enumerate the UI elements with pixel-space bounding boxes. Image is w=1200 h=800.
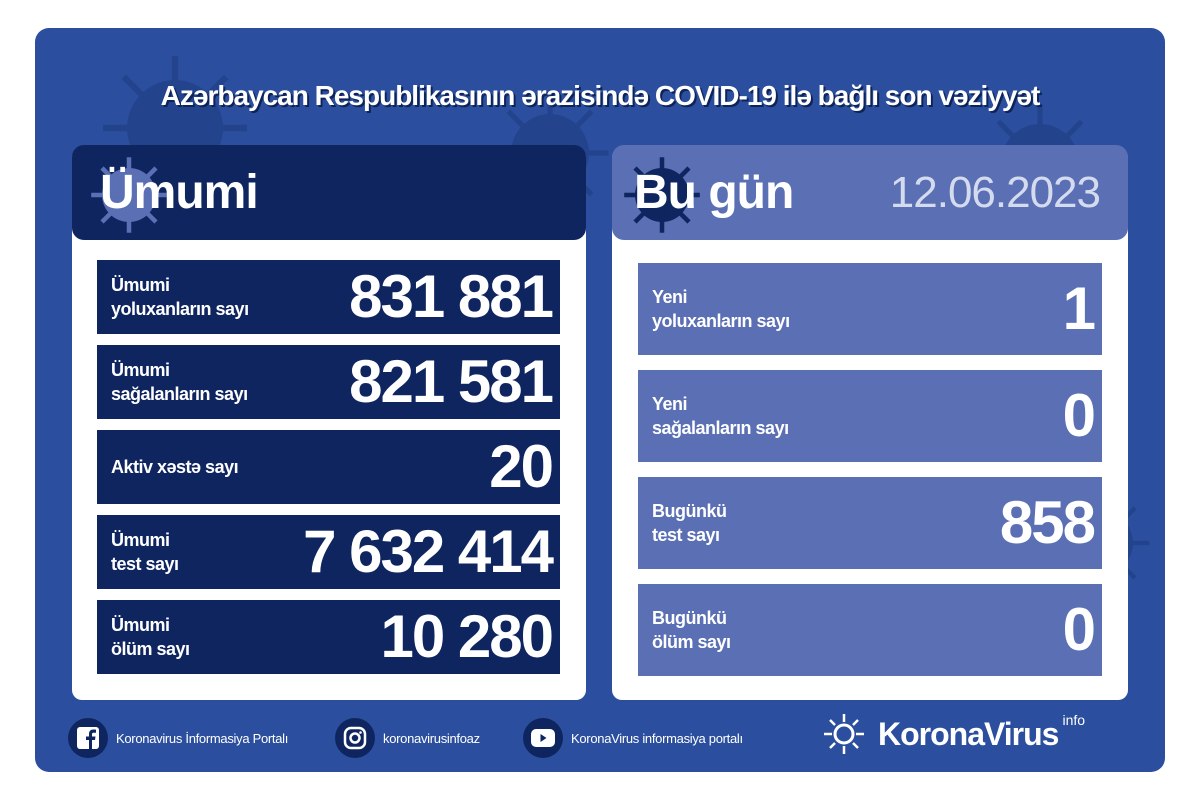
today-heading: Bu gün <box>634 166 794 219</box>
stat-value: 0 <box>1062 382 1096 449</box>
today-panel-header: Bu gün 12.06.2023 <box>612 145 1128 240</box>
instagram-label: koronavirusinfoaz <box>383 730 480 746</box>
stat-value: 20 <box>489 433 554 500</box>
stat-value: 821 581 <box>349 348 554 415</box>
logo-text: KoronaVirus <box>878 715 1059 752</box>
left-stat-row: Aktiv xəstə sayı 20 <box>97 430 560 504</box>
stat-label: Bugünkü ölüm sayı <box>652 608 731 652</box>
right-stat-row: Bugünkü ölüm sayı 0 <box>638 584 1102 676</box>
virus-icon <box>624 157 700 233</box>
total-panel-header: Ümumi <box>72 145 586 240</box>
stat-value: 1 <box>1062 275 1096 342</box>
page-title: Azərbaycan Respublikasının ərazisində CO… <box>160 80 1041 111</box>
today-date: 12.06.2023 <box>889 168 1101 217</box>
stat-label: Ümumi test sayı <box>111 530 179 574</box>
left-stat-row: Ümumi sağalanların sayı 821 581 <box>97 345 560 419</box>
logo-superscript: info <box>1062 712 1086 728</box>
stat-label: Bugünkü test sayı <box>652 501 727 545</box>
left-stat-row: Ümumi yoluxanların sayı 831 881 <box>97 260 560 334</box>
stat-value: 831 881 <box>349 263 554 330</box>
stat-value: 858 <box>999 489 1096 556</box>
right-stat-row: Yeni yoluxanların sayı 1 <box>638 263 1102 355</box>
stat-label: Aktiv xəstə sayı <box>111 457 239 477</box>
koronavirus-logo: KoronaVirus info <box>822 712 1085 756</box>
facebook-link[interactable]: Koronavirus İnformasiya Portalı <box>68 718 288 758</box>
facebook-icon <box>77 727 99 749</box>
virus-icon <box>91 157 167 233</box>
stat-label: Ümumi ölüm sayı <box>111 615 190 659</box>
stat-label: Yeni sağalanların sayı <box>652 394 789 438</box>
left-stat-row: Ümumi ölüm sayı 10 280 <box>97 600 560 674</box>
right-stat-row: Yeni sağalanların sayı 0 <box>638 370 1102 462</box>
youtube-label: KoronaVirus informasiya portalı <box>571 730 743 746</box>
stat-value: 7 632 414 <box>303 518 554 585</box>
total-heading: Ümumi <box>100 166 259 219</box>
stat-value: 10 280 <box>380 603 554 670</box>
right-stat-row: Bugünkü test sayı 858 <box>638 477 1102 569</box>
facebook-label: Koronavirus İnformasiya Portalı <box>116 730 289 746</box>
stat-label: Ümumi yoluxanların sayı <box>111 275 249 319</box>
instagram-link[interactable]: koronavirusinfoaz <box>335 718 480 758</box>
stat-label: Ümumi sağalanların sayı <box>111 360 248 404</box>
sun-virus-logo-icon <box>824 714 864 754</box>
left-stat-row: Ümumi test sayı 7 632 414 <box>97 515 560 589</box>
youtube-link[interactable]: KoronaVirus informasiya portalı <box>523 718 743 758</box>
instagram-icon <box>343 726 367 750</box>
stat-label: Yeni yoluxanların sayı <box>652 287 790 331</box>
youtube-icon <box>531 729 555 747</box>
stat-value: 0 <box>1062 596 1096 663</box>
